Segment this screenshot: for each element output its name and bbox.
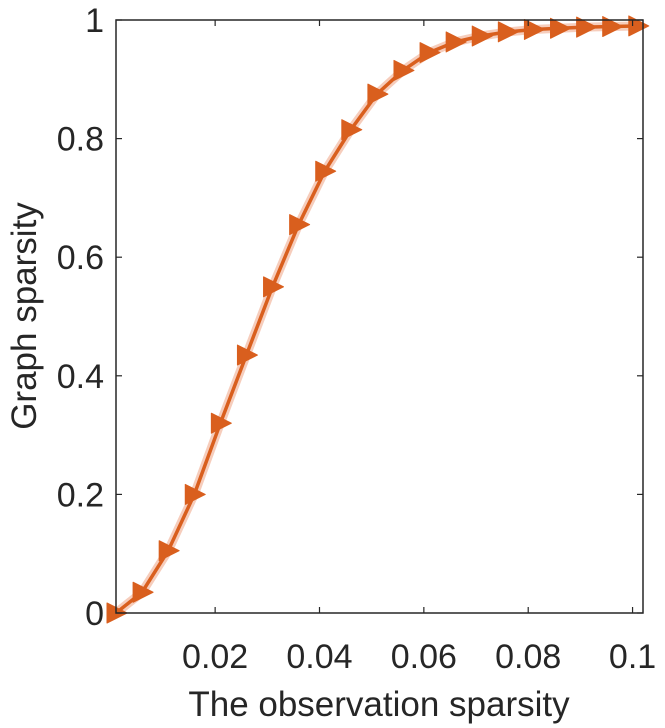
data-point-marker: [393, 59, 415, 81]
data-point-marker: [158, 540, 180, 562]
data-point-marker: [445, 31, 467, 53]
data-point-marker: [367, 83, 389, 105]
x-tick-label: 0.04: [286, 638, 352, 676]
x-tick-label: 0.06: [391, 638, 457, 676]
data-point-marker: [497, 21, 519, 43]
data-point-marker: [132, 581, 154, 603]
x-tick-label: 0.1: [609, 638, 656, 676]
y-tick-label: 0.4: [57, 358, 104, 396]
data-point-marker: [210, 412, 232, 434]
data-point-marker: [628, 15, 650, 37]
data-point-marker: [341, 119, 363, 141]
y-tick-label: 0.6: [57, 239, 104, 277]
x-axis-ticks: 0.02 0.04 0.06 0.08 0.1: [182, 20, 656, 676]
data-point-marker: [523, 18, 545, 40]
data-point-marker: [315, 160, 337, 182]
data-point-marker: [576, 16, 598, 38]
y-tick-label: 0.8: [57, 121, 104, 159]
y-axis-ticks: 0 0.2 0.4 0.6 0.8 1: [57, 2, 643, 633]
data-point-marker: [550, 17, 572, 39]
data-point-marker: [289, 214, 311, 236]
data-point-marker: [184, 483, 206, 505]
y-tick-label: 0.2: [57, 476, 104, 514]
series-markers: [106, 15, 650, 624]
data-point-marker: [236, 344, 258, 366]
data-point-marker: [602, 16, 624, 38]
y-axis-label: Graph sparsity: [5, 202, 44, 430]
y-tick-label: 1: [85, 2, 104, 40]
axes-box: [115, 19, 644, 614]
plot-area: [116, 20, 643, 613]
data-point-marker: [419, 42, 441, 64]
x-axis-label: The observation sparsity: [188, 685, 570, 724]
x-tick-label: 0.08: [495, 638, 561, 676]
data-point-marker: [471, 25, 493, 47]
data-point-marker: [263, 276, 285, 298]
x-tick-label: 0.02: [182, 638, 248, 676]
y-tick-label: 0: [85, 595, 104, 633]
